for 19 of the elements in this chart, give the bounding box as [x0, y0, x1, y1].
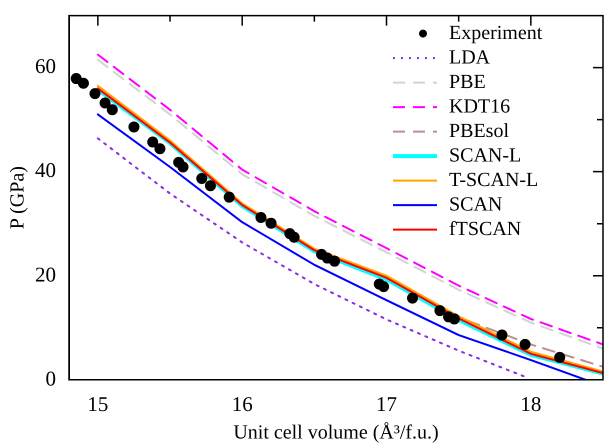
legend-label: KDT16: [449, 95, 510, 118]
y-tick-label: 0: [46, 366, 56, 390]
x-tick-label: 18: [520, 392, 542, 416]
legend-label: PBEsol: [449, 120, 510, 142]
x-tick-label: 15: [87, 392, 108, 416]
y-tick-label: 60: [35, 54, 56, 78]
x-tick-label: 16: [232, 392, 253, 416]
legend-label: fTSCAN: [449, 218, 522, 240]
x-tick-label: 17: [376, 392, 398, 416]
legend-label: PBE: [449, 70, 486, 93]
y-tick-label: 40: [35, 158, 56, 182]
legend-label: SCAN: [449, 193, 502, 216]
legend-label: Experiment: [449, 22, 543, 44]
legend-label: SCAN-L: [449, 144, 522, 166]
legend-label: T-SCAN-L: [449, 168, 538, 191]
y-tick-label: 20: [35, 262, 56, 286]
x-axis-title: Unit cell volume (Å³/f.u.): [233, 421, 439, 444]
y-axis-title: P (GPa): [6, 166, 28, 230]
legend-label: LDA: [449, 46, 491, 68]
